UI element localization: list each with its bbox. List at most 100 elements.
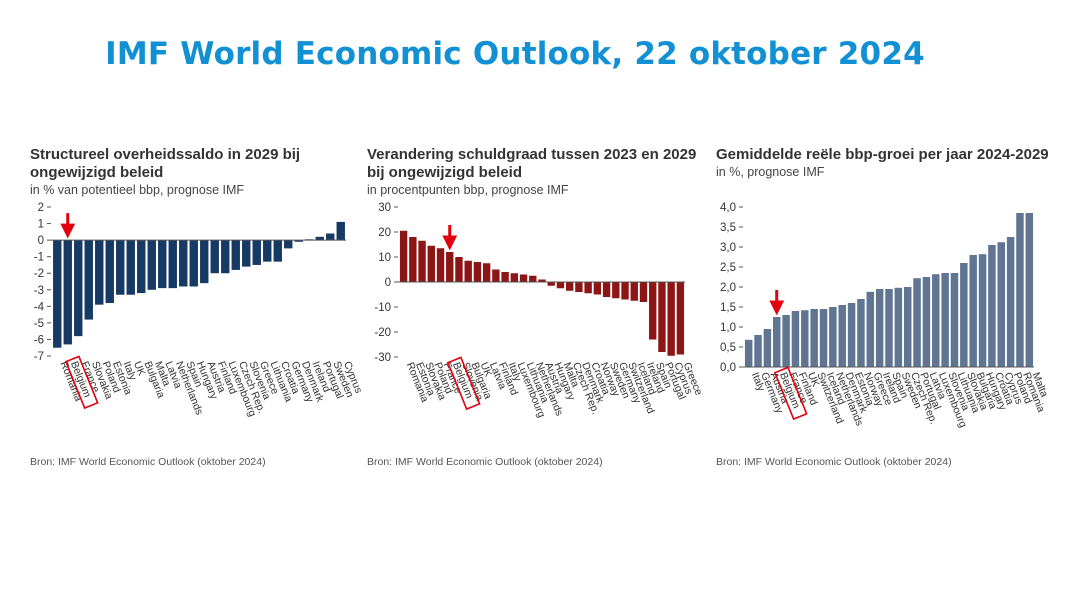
bar [336, 221, 345, 241]
y-tick-label: -3 [34, 285, 44, 297]
bar [427, 245, 435, 282]
bar [801, 310, 809, 367]
bar [538, 279, 546, 282]
bar [639, 282, 648, 302]
bar [547, 282, 555, 286]
highlight-arrow-icon [60, 213, 76, 239]
y-tick-label: 1 [38, 219, 44, 231]
bar [903, 287, 912, 367]
bar [1016, 213, 1024, 367]
y-tick-label: 1,5 [720, 302, 736, 314]
bar [315, 236, 324, 241]
category-label: UK [131, 360, 148, 378]
bar [455, 257, 463, 282]
bar [116, 240, 125, 295]
bar [74, 240, 83, 337]
bar [556, 282, 565, 289]
bar [263, 240, 272, 262]
bar [941, 273, 949, 367]
bar [158, 240, 167, 289]
bar [137, 240, 146, 294]
y-tick-label: -1 [34, 252, 44, 264]
bar [210, 240, 219, 274]
bar [676, 282, 685, 355]
bar [147, 240, 156, 290]
bar [960, 263, 968, 367]
bar [667, 282, 675, 356]
y-tick-label: -20 [374, 327, 391, 339]
bar [63, 240, 72, 345]
bar [997, 242, 1005, 367]
chart-title: Verandering schuldgraad tussen 2023 en 2… [367, 146, 697, 181]
bar [273, 240, 282, 262]
category-label: UK [478, 361, 495, 379]
bar [200, 240, 209, 284]
y-tick-label: -30 [374, 352, 391, 364]
bar [1025, 213, 1034, 367]
y-tick-label: 0,5 [720, 342, 736, 354]
y-tick-label: 4,0 [720, 202, 736, 214]
bar [922, 277, 931, 367]
chart-source: Bron: IMF World Economic Outlook (oktobe… [716, 456, 952, 468]
chart-source: Bron: IMF World Economic Outlook (oktobe… [367, 456, 603, 468]
y-tick-label: 2,5 [720, 262, 736, 274]
bar [829, 307, 837, 367]
bar [179, 240, 188, 287]
bar [791, 311, 800, 367]
bar [649, 282, 657, 340]
bar [754, 335, 762, 367]
bar [763, 329, 772, 367]
bar [126, 240, 135, 295]
chart-subtitle: in %, prognose IMF [716, 165, 825, 179]
highlight-arrow-icon [442, 225, 458, 251]
bar [658, 282, 666, 352]
y-tick-label: -6 [34, 334, 44, 346]
bar [810, 309, 818, 367]
chart-subtitle: in procentpunten bbp, prognose IMF [367, 183, 569, 197]
chart-panel-debt-change: Verandering schuldgraad tussen 2023 en 2… [367, 146, 707, 476]
highlight-box [64, 355, 99, 410]
highlight-box [446, 356, 481, 411]
chart-source: Bron: IMF World Economic Outlook (oktobe… [30, 456, 266, 468]
chart-debt-change: 3020100-10-20-30RomaniaEstoniaSlovakiaPo… [374, 202, 704, 419]
bar [932, 274, 940, 367]
bar [819, 309, 828, 367]
bar [482, 263, 491, 282]
bar [473, 262, 482, 282]
y-tick-label: 3,0 [720, 242, 736, 254]
bar [913, 278, 921, 367]
bar [875, 289, 884, 367]
bar [105, 240, 114, 304]
bar [399, 230, 408, 282]
bar [773, 317, 781, 367]
bar [326, 233, 335, 241]
y-tick-label: -10 [374, 302, 391, 314]
bar [501, 272, 509, 282]
y-tick-label: 1,0 [720, 322, 736, 334]
y-tick-label: -5 [34, 318, 44, 330]
y-tick-label: 3,5 [720, 222, 736, 234]
chart-panel-structural-balance: Structureel overheidssaldo in 2029 bij o… [30, 146, 370, 476]
bar [885, 289, 893, 367]
category-label: UK [805, 371, 822, 389]
bar [221, 240, 230, 274]
y-tick-label: 0,0 [720, 362, 736, 374]
bar [584, 282, 592, 294]
bar [519, 274, 528, 282]
chart-subtitle: in % van potentieel bbp, prognose IMF [30, 183, 245, 197]
bar [602, 282, 611, 297]
bar [464, 260, 472, 282]
bar [782, 315, 790, 367]
bar [630, 282, 638, 301]
bar [894, 287, 903, 367]
highlight-box [773, 366, 808, 421]
bar [168, 240, 177, 289]
bar [744, 339, 753, 367]
y-tick-label: 2,0 [720, 282, 736, 294]
bar [231, 240, 240, 270]
y-tick-label: -7 [34, 351, 44, 363]
bar [621, 282, 629, 300]
bar [529, 275, 537, 282]
bar [436, 248, 445, 282]
bar [409, 237, 417, 282]
